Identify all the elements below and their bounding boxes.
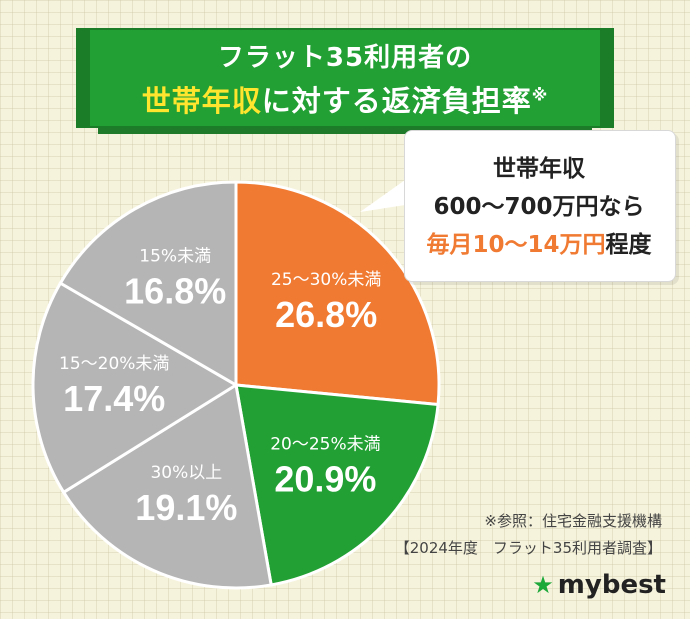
ribbon-right [600,28,614,128]
title-banner: フラット35利用者の 世帯年収に対する返済負担率※ [76,10,614,142]
mybest-logo: ★ mybest [532,570,666,600]
slice-value-2: 20.9% [274,459,376,500]
logo-text: mybest [557,570,666,600]
pie-slice-3 [61,382,273,590]
slice-value-1: 26.8% [275,294,377,335]
title-line1: フラット35利用者の [217,42,473,73]
title-note-mark: ※ [531,84,549,104]
slice-label-4: 15〜20%未満 [59,354,169,374]
callout-highlight: 毎月10〜14万円 [426,232,606,258]
pie-slice-4 [31,281,239,495]
source-line1: ※参照：住宅金融支援機構 [484,512,662,530]
ribbon-left [76,28,90,128]
title-line2: 世帯年収に対する返済負担率※ [142,78,549,120]
slice-label-3: 30%以上 [150,463,222,483]
banner-body: フラット35利用者の 世帯年収に対する返済負担率※ [88,28,602,128]
callout-pointer [360,180,405,212]
callout-text: 世帯年収 600〜700万円なら 毎月10〜14万円程度 [404,150,674,264]
slice-value-5: 16.8% [124,270,226,311]
pie-slice-1 [234,180,441,407]
callout-rest: 程度 [605,232,652,258]
slice-label-2: 20〜25%未満 [270,435,380,455]
slice-value-4: 17.4% [63,378,165,419]
callout-line2: 600〜700万円なら [433,194,645,220]
slice-value-3: 19.1% [135,487,237,528]
slice-label-5: 15%未満 [139,246,211,266]
star-icon: ★ [532,571,554,599]
callout-line1: 世帯年収 [493,156,585,182]
pie-slice-2 [234,383,440,587]
slice-label-1: 25〜30%未満 [271,270,381,290]
title-rest: に対する返済負担率 [261,83,532,118]
source-line2: 【2024年度 フラット35利用者調査】 [394,539,662,557]
callout-line3: 毎月10〜14万円程度 [404,226,674,264]
callout-box [404,130,676,282]
title-highlight: 世帯年収 [141,83,262,118]
pie-slice-5 [58,180,238,388]
source-note: ※参照：住宅金融支援機構 【2024年度 フラット35利用者調査】 [395,508,662,562]
